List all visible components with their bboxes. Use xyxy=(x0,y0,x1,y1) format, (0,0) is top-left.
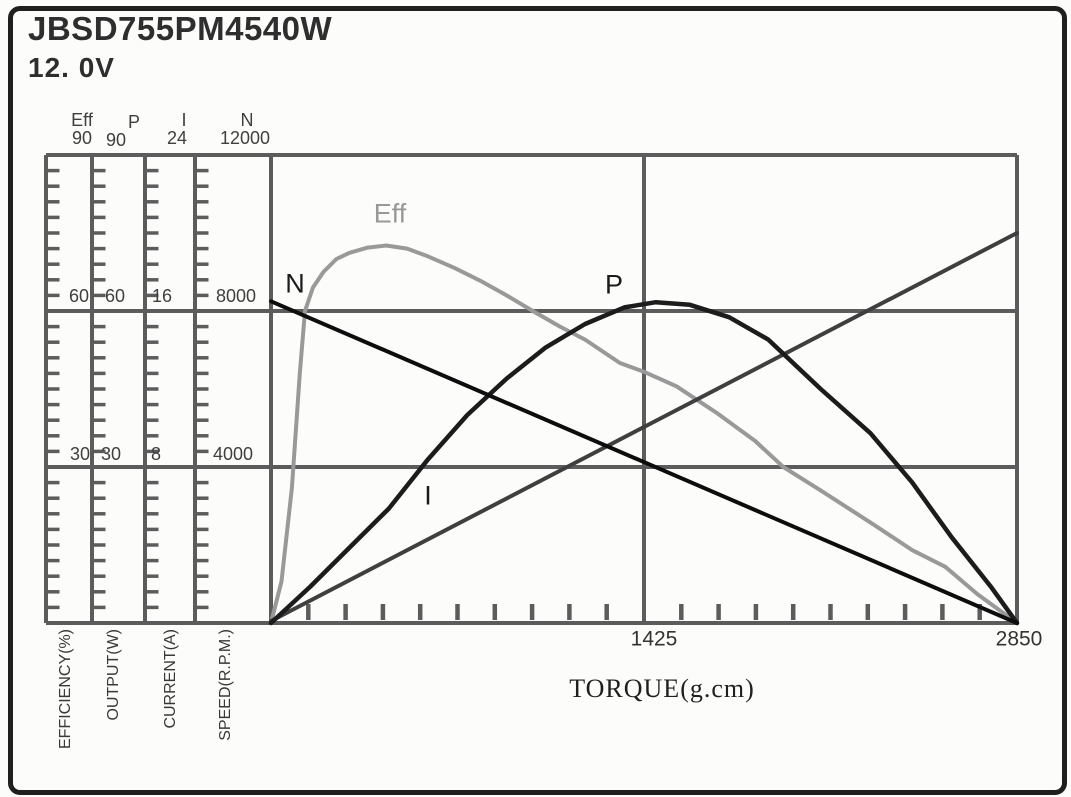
speed-curve xyxy=(269,299,1019,625)
output-axis-name: P xyxy=(127,112,141,132)
output-curve-label: P xyxy=(604,269,624,300)
efficiency-curve-label: Eff xyxy=(373,198,407,229)
current-axis-mid: 16 xyxy=(151,286,173,306)
efficiency-axis-title: EFFICIENCY(%) xyxy=(57,629,74,749)
current-curve xyxy=(269,231,1019,623)
output-axis-max: 90 xyxy=(105,130,127,150)
eff-axis-max: 90 xyxy=(71,128,93,148)
current-axis-title: CURRENT(A) xyxy=(162,629,179,729)
current-axis-low: 8 xyxy=(150,444,162,464)
page-border xyxy=(8,6,1067,795)
output-axis-low: 30 xyxy=(100,444,122,464)
speed-axis-name: N xyxy=(240,110,254,130)
current-axis-name: I xyxy=(181,110,187,130)
speed-axis-mid: 8000 xyxy=(215,286,257,306)
eff-axis-name: Eff xyxy=(71,110,93,130)
model-title: JBSD755PM4540W xyxy=(28,10,333,47)
x-tick-2850: 2850 xyxy=(995,627,1043,651)
voltage-label: 12. 0V xyxy=(28,52,115,83)
speed-curve-label: N xyxy=(285,268,305,299)
speed-axis-max: 12000 xyxy=(219,128,271,148)
eff-axis-mid: 60 xyxy=(68,286,90,306)
speed-axis-low: 4000 xyxy=(212,444,254,464)
current-curve-label: I xyxy=(424,480,432,511)
output-axis-mid: 60 xyxy=(104,286,126,306)
eff-axis-low: 30 xyxy=(69,444,91,464)
current-axis-max: 24 xyxy=(166,128,188,148)
x-axis-title: TORQUE(g.cm) xyxy=(569,674,755,703)
grid-lines xyxy=(44,153,1019,625)
efficiency-curve xyxy=(269,243,1019,625)
curves xyxy=(268,231,1020,626)
x-tick-1425: 1425 xyxy=(630,627,678,651)
output-curve xyxy=(268,299,1020,626)
speed-axis-title: SPEED(R.P.M.) xyxy=(217,629,234,741)
output-axis-title: OUTPUT(W) xyxy=(105,629,122,721)
